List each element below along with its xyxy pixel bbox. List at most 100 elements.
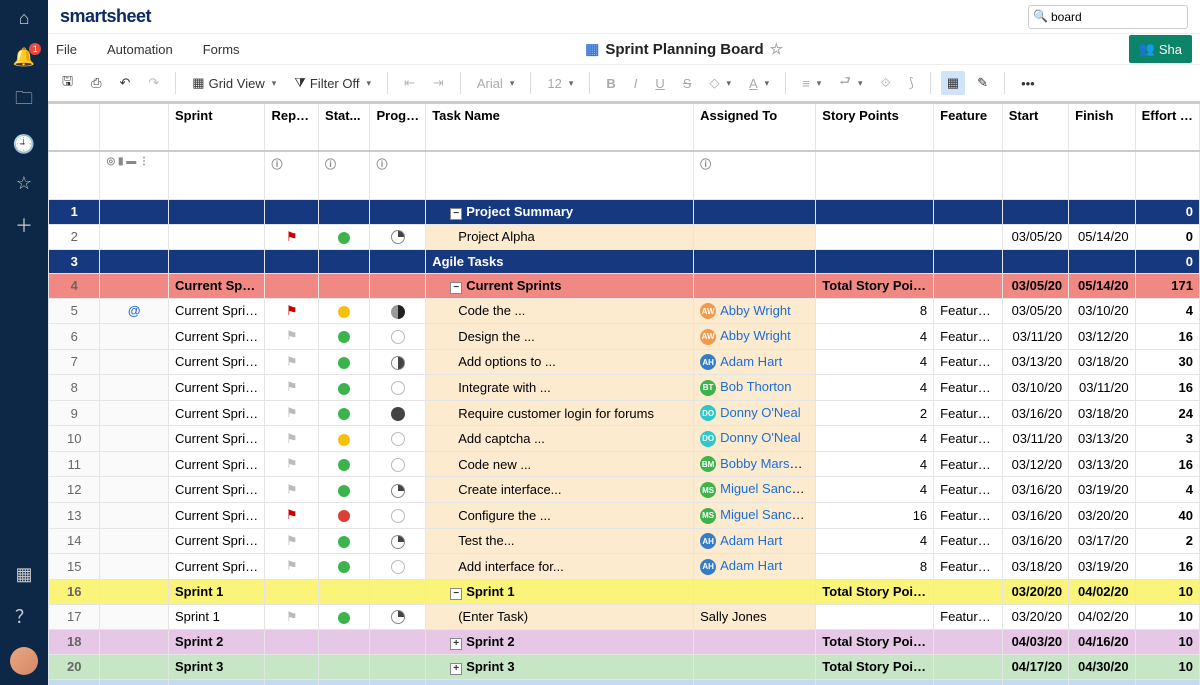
status-dot[interactable] (338, 510, 350, 522)
cell-finish[interactable]: 03/18/20 (1069, 400, 1135, 426)
cell-effort[interactable]: 16 (1135, 375, 1199, 401)
table-row[interactable]: 13Current Sprints⚑Configure the ...MSMig… (49, 503, 1200, 529)
cell-sprint[interactable]: Sprint 1 (169, 579, 265, 604)
star-icon[interactable]: ☆ (770, 40, 783, 58)
cell-start[interactable]: 03/16/20 (1002, 400, 1068, 426)
cell-assigned[interactable]: AHAdam Hart (694, 554, 816, 580)
table-row[interactable]: 17Sprint 1⚑(Enter Task)Sally JonesFeatur… (49, 604, 1200, 629)
cell-points[interactable]: 8 (816, 298, 934, 324)
cell-finish[interactable]: 03/18/20 (1069, 349, 1135, 375)
cell-points[interactable] (816, 224, 934, 249)
cell-start[interactable]: 03/05/20 (1002, 298, 1068, 324)
table-row[interactable]: 9Current Sprints⚑Require customer login … (49, 400, 1200, 426)
cell-sprint[interactable]: Current Sprints (169, 273, 265, 298)
cell-finish[interactable]: 04/02/20 (1069, 579, 1135, 604)
assigned-link[interactable]: Adam Hart (720, 558, 782, 573)
cell-points[interactable] (816, 199, 934, 224)
cell-start[interactable]: 04/03/20 (1002, 629, 1068, 654)
cell-feature[interactable] (934, 224, 1003, 249)
cell-assigned[interactable]: MSMiguel Sanchez (694, 503, 816, 529)
cell-task[interactable]: −Project Summary (426, 199, 694, 224)
add-icon[interactable]: ＋ (15, 212, 33, 238)
cell-start[interactable]: 03/11/20 (1002, 324, 1068, 350)
cell-feature[interactable] (934, 199, 1003, 224)
status-dot[interactable] (338, 536, 350, 548)
assigned-link[interactable]: Donny O'Neal (720, 405, 801, 420)
cell-start[interactable]: 03/11/20 (1002, 426, 1068, 452)
search-input[interactable] (1028, 5, 1188, 29)
cell-task[interactable]: −Current Sprints (426, 273, 694, 298)
cell-task[interactable]: +Sprint 4 (426, 679, 694, 685)
col-start[interactable]: Start (1002, 103, 1068, 151)
progress-pie[interactable] (391, 305, 405, 319)
expand-icon[interactable]: − (450, 588, 462, 600)
undo-icon[interactable]: ↶ (113, 71, 136, 95)
progress-pie[interactable] (391, 330, 405, 344)
cell-points[interactable]: 16 (816, 503, 934, 529)
apps-icon[interactable]: ▦ (15, 564, 32, 585)
cell-effort[interactable]: 0 (1135, 249, 1199, 273)
cell-start[interactable]: 03/13/20 (1002, 349, 1068, 375)
cell-finish[interactable]: 03/13/20 (1069, 451, 1135, 477)
expand-icon[interactable]: − (450, 282, 462, 294)
share-button[interactable]: 👥 Sha (1129, 35, 1192, 63)
table-row[interactable]: 7Current Sprints⚑Add options to ...AHAda… (49, 349, 1200, 375)
cell-feature[interactable] (934, 249, 1003, 273)
outdent-icon[interactable]: ⇤ (398, 71, 421, 95)
cell-finish[interactable]: 03/11/20 (1069, 375, 1135, 401)
status-dot[interactable] (338, 561, 350, 573)
cell-task[interactable]: Design the ... (426, 324, 694, 350)
progress-pie[interactable] (391, 560, 405, 574)
cell-sprint[interactable]: Current Sprints (169, 451, 265, 477)
cell-effort[interactable]: 16 (1135, 554, 1199, 580)
cell-points[interactable]: 4 (816, 451, 934, 477)
assigned-link[interactable]: Adam Hart (720, 354, 782, 369)
cell-task[interactable]: +Sprint 2 (426, 629, 694, 654)
cell-feature[interactable]: Feature A (934, 324, 1003, 350)
cell-effort[interactable]: 16 (1135, 324, 1199, 350)
cell-feature[interactable] (934, 273, 1003, 298)
cell-task[interactable]: Test the... (426, 528, 694, 554)
cell-finish[interactable]: 04/02/20 (1069, 604, 1135, 629)
assigned-link[interactable]: Miguel Sanchez (720, 481, 813, 496)
cell-start[interactable]: 04/17/20 (1002, 654, 1068, 679)
cell-feature[interactable]: Feature B (934, 451, 1003, 477)
expand-icon[interactable]: + (450, 638, 462, 650)
cell-start[interactable]: 03/16/20 (1002, 503, 1068, 529)
cell-finish[interactable]: 03/19/20 (1069, 477, 1135, 503)
table-row[interactable]: 5@Current Sprints⚑Code the ...AWAbby Wri… (49, 298, 1200, 324)
cell-task[interactable]: Add options to ... (426, 349, 694, 375)
cell-sprint[interactable]: Current Sprints (169, 324, 265, 350)
cell-assigned[interactable]: Sally Jones (694, 604, 816, 629)
cell-finish[interactable]: 03/20/20 (1069, 503, 1135, 529)
underline-icon[interactable]: U (649, 72, 670, 95)
cell-effort[interactable]: 16 (1135, 451, 1199, 477)
cell-effort[interactable]: 0 (1135, 224, 1199, 249)
cell-effort[interactable]: 24 (1135, 400, 1199, 426)
textcolor-icon[interactable]: A (743, 72, 775, 95)
status-dot[interactable] (338, 485, 350, 497)
cell-assigned[interactable] (694, 654, 816, 679)
flag-icon[interactable]: ⚑ (286, 229, 298, 244)
cell-finish[interactable]: 03/13/20 (1069, 426, 1135, 452)
cell-effort[interactable]: 10 (1135, 604, 1199, 629)
progress-pie[interactable] (391, 381, 405, 395)
flag-icon[interactable]: ⚑ (286, 303, 298, 318)
align-icon[interactable]: ≡ (796, 72, 827, 95)
cell-sprint[interactable] (169, 224, 265, 249)
status-dot[interactable] (338, 612, 350, 624)
cell-points[interactable] (816, 604, 934, 629)
wrap-icon[interactable]: ⮐ (833, 68, 868, 98)
cell-effort[interactable]: 10 (1135, 679, 1199, 685)
cell-finish[interactable] (1069, 199, 1135, 224)
cell-sprint[interactable]: Current Sprints (169, 477, 265, 503)
cell-finish[interactable]: 05/14/20 (1069, 224, 1135, 249)
flag-icon[interactable]: ⚑ (286, 558, 298, 573)
expand-icon[interactable]: + (450, 663, 462, 675)
progress-pie[interactable] (391, 230, 405, 244)
cell-sprint[interactable]: Current Sprints (169, 375, 265, 401)
cell-feature[interactable]: Feature E (934, 604, 1003, 629)
cell-assigned[interactable]: BTBob Thorton (694, 375, 816, 401)
cell-task[interactable]: +Sprint 3 (426, 654, 694, 679)
col-sprint[interactable]: Sprint (169, 103, 265, 151)
